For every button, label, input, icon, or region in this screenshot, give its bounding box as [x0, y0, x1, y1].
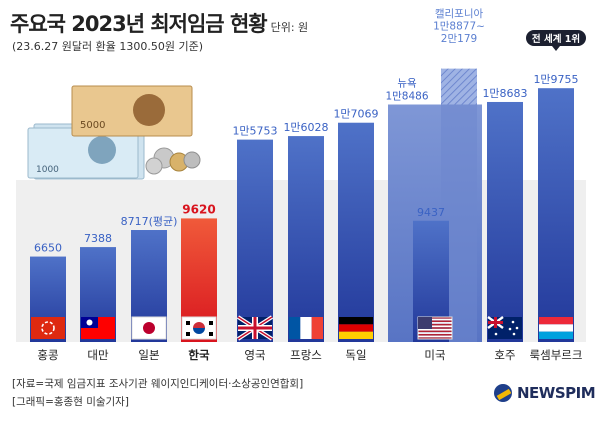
south-korea-flag-icon	[181, 316, 217, 340]
france-flag-icon	[289, 317, 323, 339]
label-california: 캘리포니아	[435, 8, 484, 20]
bar-us-california-range	[441, 68, 477, 105]
united-kingdom-flag-icon	[236, 315, 274, 341]
bar-7	[338, 122, 374, 342]
australia-flag-icon	[487, 316, 522, 339]
banknote-1000: 1000	[27, 123, 145, 180]
top-badge-text: 전 세계 1위	[532, 33, 580, 45]
chart-title-main: 주요국 2023년 최저임금 현황	[10, 12, 268, 36]
value-label-4: 9620	[182, 202, 215, 216]
value-label-1: 6650	[34, 242, 62, 255]
coins	[145, 147, 201, 175]
category-label-1: 홍콩	[37, 348, 58, 362]
bar-9	[487, 101, 523, 343]
japan-flag-icon	[131, 316, 167, 340]
value-label-9: 1만8683	[482, 87, 527, 100]
label-new-york: 뉴욕	[397, 78, 417, 90]
banknotes-illustration: 1000 5000	[27, 85, 201, 180]
bar-6	[288, 136, 324, 342]
value-label-5: 1만5753	[232, 125, 277, 138]
value-label-california-2: 2만179	[441, 33, 477, 45]
value-label-8: 9437	[417, 206, 445, 219]
value-label-6: 1만6028	[283, 121, 328, 134]
luxembourg-flag-icon	[539, 317, 573, 339]
graphic-credit: [그래픽=홍종현 미술기자]	[12, 396, 129, 408]
taiwan-flag-icon	[81, 317, 115, 339]
source-notes: [자료=국제 임금지표 조사기관 웨이지인디케이터·소상공인연합회] [그래픽=…	[12, 375, 303, 411]
category-label-7: 독일	[345, 348, 366, 362]
category-label-9: 호주	[494, 348, 515, 362]
value-label-3: 8717(평균)	[121, 215, 178, 228]
bar-5	[237, 139, 273, 342]
hong-kong-flag-icon	[31, 317, 65, 339]
chart-unit: 단위: 원	[270, 21, 309, 34]
value-label-new-york: 1만8486	[385, 91, 428, 103]
top-badge-pointer	[552, 46, 560, 51]
chart-title: 주요국 2023년 최저임금 현황 단위: 원	[10, 8, 308, 38]
source-line: [자료=국제 임금지표 조사기관 웨이지인디케이터·소상공인연합회]	[12, 378, 304, 390]
svg-text:5000: 5000	[80, 120, 105, 131]
svg-text:1000: 1000	[36, 165, 59, 175]
value-label-2: 7388	[84, 232, 112, 245]
newspim-logo-text: NEWSPIM	[517, 384, 596, 402]
newspim-logo: NEWSPIM	[494, 384, 596, 402]
category-label-3: 일본	[138, 348, 159, 362]
category-label-4: 한국	[188, 348, 210, 362]
value-label-7: 1만7069	[333, 108, 378, 121]
value-label-10: 1만9755	[533, 73, 578, 86]
category-label-8: 미국	[424, 348, 445, 362]
top-badge	[526, 30, 586, 46]
category-label-2: 대만	[87, 348, 109, 362]
category-label-5: 영국	[244, 348, 265, 362]
category-label-10: 룩셈부르크	[530, 348, 583, 362]
chart-subtitle: (23.6.27 원달러 환율 1300.50원 기준)	[12, 40, 204, 53]
category-label-6: 프랑스	[290, 348, 322, 362]
banknote-5000: 5000	[71, 85, 193, 137]
bar-10	[538, 88, 574, 342]
united-states-flag-icon	[417, 316, 453, 340]
germany-flag-icon	[339, 317, 373, 339]
newspim-logo-icon	[494, 384, 512, 402]
value-label-california-1: 1만8877~	[433, 21, 485, 33]
